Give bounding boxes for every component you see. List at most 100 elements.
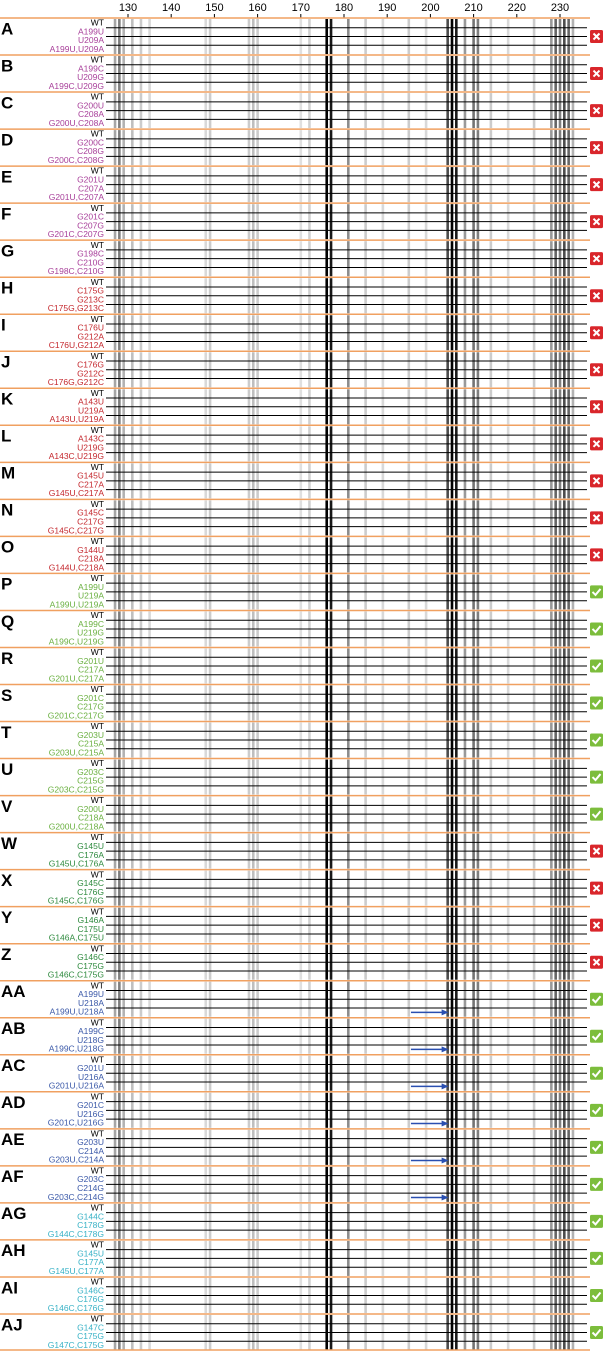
lane-label: WT [91,721,104,731]
panel-letter: J [1,353,10,372]
lane-label: C176U [78,323,104,333]
lane-label: C176G [77,887,104,897]
lane-label: G203C [77,767,104,777]
lane-label: G145U [77,1248,104,1258]
lane-label: G144C [77,1211,104,1221]
pass-mark [591,1291,602,1300]
lane-label: G144C,C178G [48,1229,104,1239]
pass-icon [590,659,603,673]
lane-label: G201C,C217G [48,710,104,720]
fail-mark [592,884,601,892]
lane-label: WT [91,55,104,65]
lane-label: G147C,C175G [48,1340,104,1350]
lane-label: G145U,C177A [49,1266,105,1276]
lane-label: A199U,U218A [50,1007,105,1017]
fail-mark [592,958,601,966]
pass-icon [590,1177,603,1191]
lane-label: G200U [77,100,104,110]
lane-label: C214G [77,1183,104,1193]
lane-label: WT [91,1017,104,1027]
pass-icon [590,733,603,747]
panel-letter: P [1,575,12,594]
lane-label: WT [91,499,104,509]
fail-mark [592,180,601,189]
panel-letter: AG [1,1204,27,1223]
lane-label: C177A [78,1257,104,1267]
pass-mark [591,588,602,597]
panel-letter: W [1,834,18,853]
lane-label: WT [91,573,104,583]
lane-label: WT [91,1203,104,1213]
lane-label: G146C,C176G [48,1303,104,1313]
lane-label: A199U,U219A [50,599,105,609]
lane-label: A199C,U209G [49,81,104,91]
lane-label: G145C [77,878,104,888]
lane-label: WT [91,277,104,287]
fail-mark [592,921,601,929]
arrow-head [441,1194,449,1201]
panel-letter: AB [1,1019,26,1038]
fail-mark [592,440,601,448]
lane-label: WT [91,1277,104,1287]
lane-label: G201C,U216G [48,1118,104,1128]
panel-letter: Q [1,612,14,631]
pass-icon [590,1214,603,1228]
lane-label: G201U [77,1063,104,1073]
pass-mark [591,995,602,1004]
panel-letter: N [1,501,13,520]
lane-label: G201U [77,174,104,184]
panel-letter: AE [1,1130,25,1149]
lane-label: A199U [78,989,104,999]
lane-label: A199U [78,26,104,36]
lane-label: U209A [78,35,104,45]
lane-label: U216A [78,1072,104,1082]
pass-mark [591,1069,602,1078]
arrow-head [441,1009,449,1016]
pass-icon [590,1325,603,1339]
panel-letter: AH [1,1241,26,1260]
lane-label: G145C,C217G [48,525,104,535]
lane-label: WT [91,166,104,176]
lane-label: G144U,C218A [49,562,105,572]
lane-label: G201U,C217A [49,673,105,683]
lane-label: WT [91,462,104,472]
pass-mark [591,773,602,782]
lane-label: G213C [77,294,104,304]
pass-icon [590,807,603,821]
lane-label: WT [91,647,104,657]
panel-letter: U [1,760,13,779]
lane-label: WT [91,92,104,102]
lane-label: WT [91,1240,104,1250]
lane-label: G201C,C207G [48,229,104,239]
lane-label: WT [91,795,104,805]
lane-label: U209G [77,72,104,82]
lane-label: G212C [77,368,104,378]
pass-icon [590,770,603,784]
pass-icon [590,585,603,599]
panel-letter: O [1,538,14,557]
pass-mark [591,1180,602,1189]
lane-label: G203C,C215G [48,784,104,794]
panel-letter: H [1,279,13,298]
lane-label: WT [91,758,104,768]
lane-label: C178G [77,1220,104,1230]
lane-label: WT [91,351,104,361]
lane-label: WT [91,1054,104,1064]
lane-label: G203C,C214G [48,1192,104,1202]
panel-letter: AF [1,1167,24,1186]
lane-label: WT [91,240,104,250]
axis-tick-label: 170 [292,2,310,14]
